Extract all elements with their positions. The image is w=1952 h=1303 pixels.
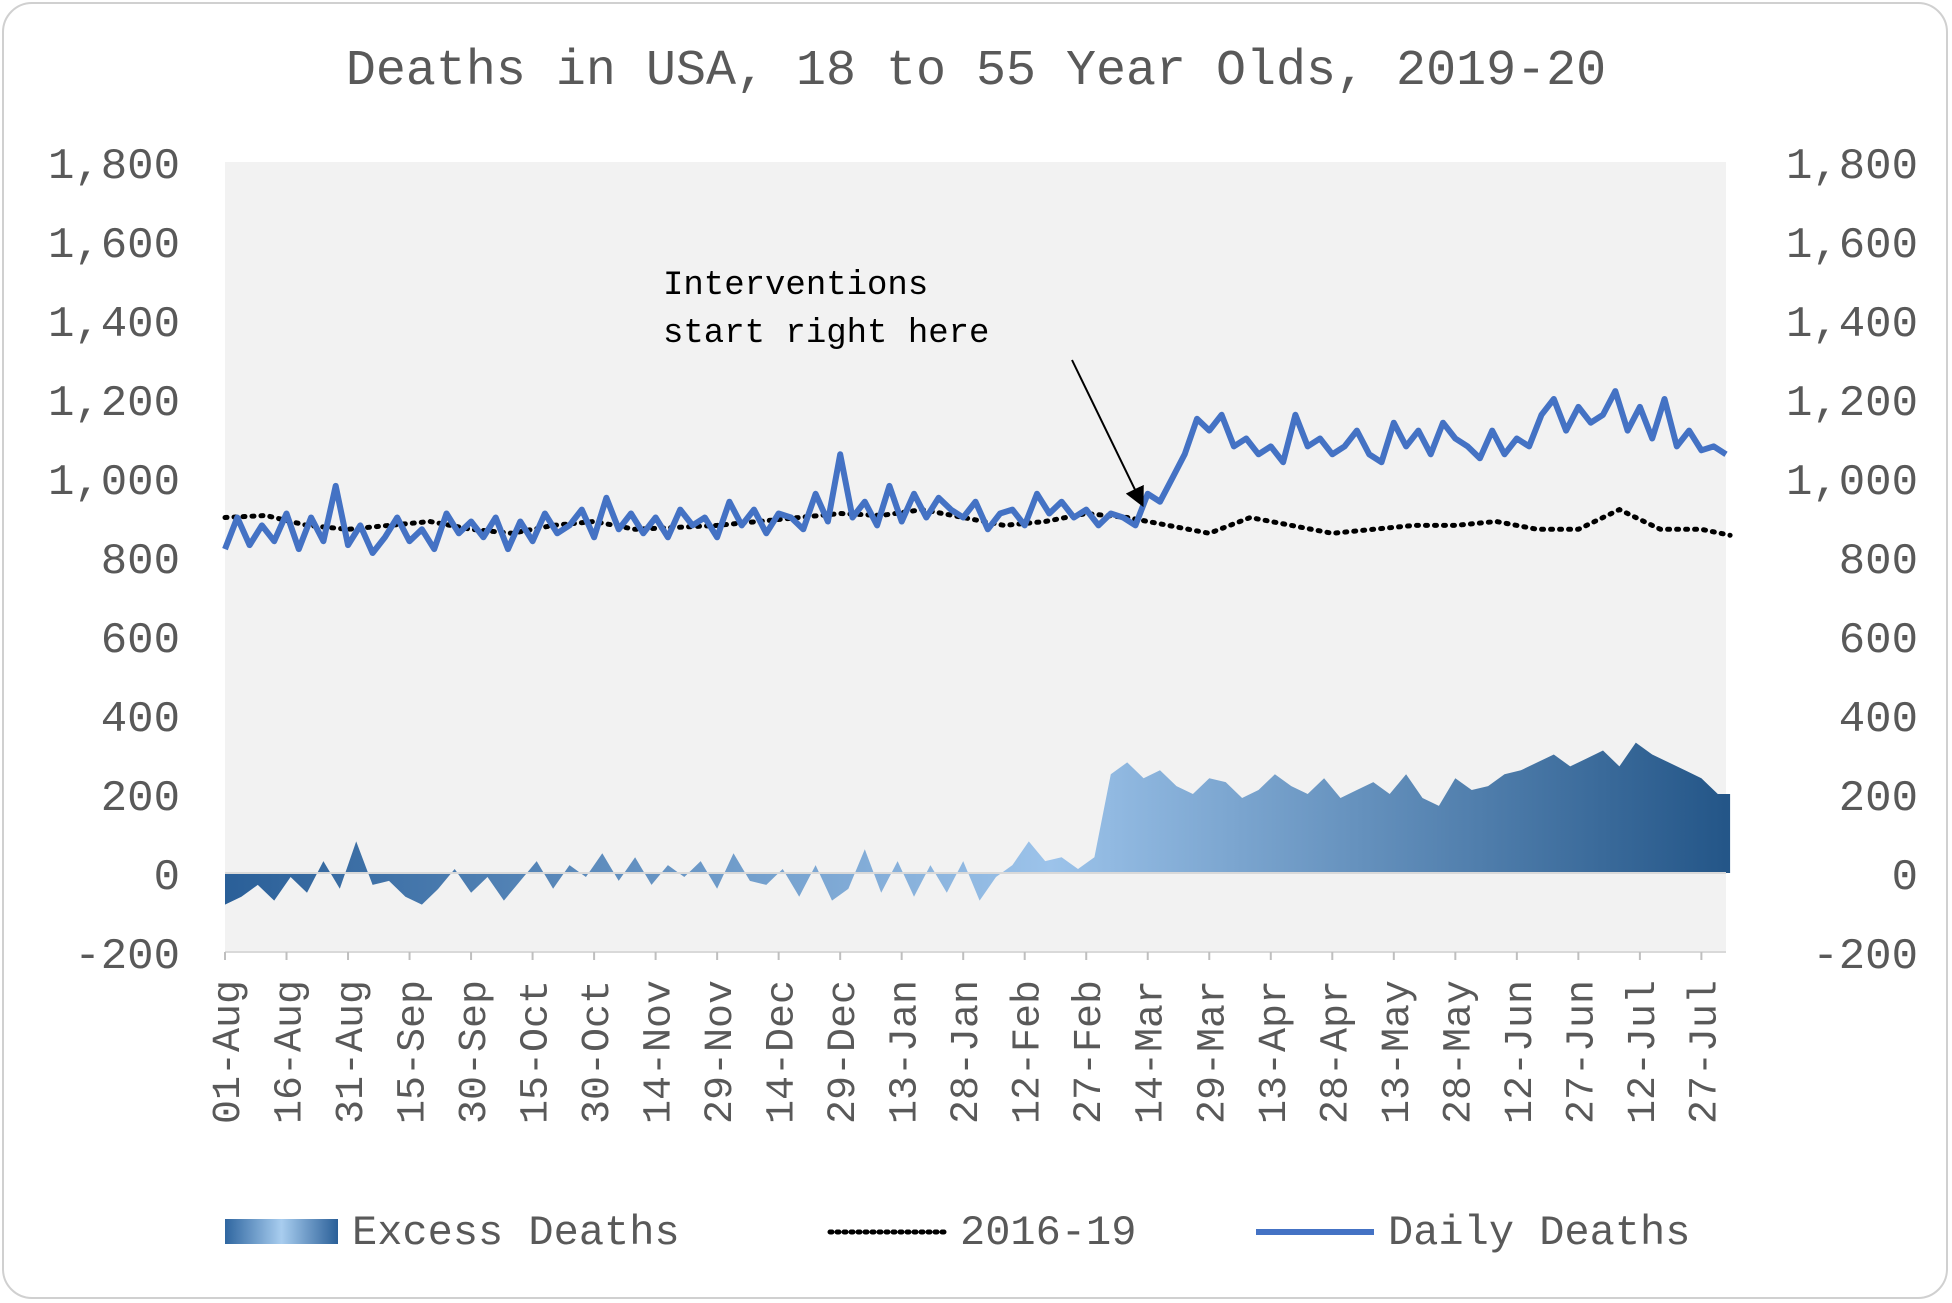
x-tick-label: 27-Feb — [1068, 980, 1113, 1124]
y-tick-left: 800 — [101, 537, 180, 587]
annotation-line-1: Interventions — [663, 267, 928, 305]
y-tick-right: 1,800 — [1786, 142, 1918, 192]
x-tick-label: 14-Mar — [1130, 980, 1175, 1124]
x-tick-label: 29-Nov — [699, 980, 744, 1124]
x-tick-label: 16-Aug — [269, 980, 314, 1124]
legend-label-2016-19: 2016-19 — [960, 1209, 1136, 1257]
y-tick-left: 200 — [101, 774, 180, 824]
legend: Excess Deaths 2016-19 Daily Deaths — [225, 1209, 1690, 1257]
x-tick-label: 29-Dec — [822, 980, 867, 1124]
x-tick-label: 30-Sep — [453, 980, 498, 1124]
y-tick-right: 1,200 — [1786, 379, 1918, 429]
legend-item-excess-deaths: Excess Deaths — [225, 1209, 680, 1257]
y-tick-right: 0 — [1892, 853, 1918, 903]
legend-label-daily-deaths: Daily Deaths — [1388, 1209, 1690, 1257]
x-tick-label: 12-Jun — [1499, 980, 1544, 1124]
x-tick-label: 12-Jul — [1622, 980, 1667, 1124]
y-tick-left: 1,600 — [48, 221, 180, 271]
y-axis-left: 1,800 1,600 1,400 1,200 1,000 800 600 400 200 0 -2… — [48, 142, 180, 982]
x-axis: 01-Aug 16-Aug 31-Aug 15-Sep 30-Sep 15-Oct 30-O… — [207, 952, 1728, 1124]
y-tick-right: 1,400 — [1786, 300, 1918, 350]
legend-swatch-excess-deaths — [225, 1219, 338, 1244]
x-tick-label: 15-Sep — [392, 980, 437, 1124]
y-tick-left: 1,400 — [48, 300, 180, 350]
x-tick-label: 13-Jan — [884, 980, 929, 1124]
x-tick-label: 30-Oct — [576, 980, 621, 1124]
annotation: Interventions start right here — [663, 267, 1144, 508]
x-tick-label: 15-Oct — [515, 980, 560, 1124]
excess-deaths-area — [225, 742, 1731, 905]
x-tick-label: 13-Apr — [1253, 980, 1298, 1124]
y-axis-right: 1,800 1,600 1,400 1,200 1,000 800 600 400 200 0 -2… — [1786, 142, 1918, 982]
y-tick-right: -200 — [1812, 932, 1918, 982]
x-tick-label: 31-Aug — [330, 980, 375, 1124]
annotation-line-2: start right here — [663, 315, 989, 353]
y-tick-left: 1,200 — [48, 379, 180, 429]
y-tick-right: 600 — [1839, 616, 1918, 666]
x-tick-label: 27-Jul — [1683, 980, 1728, 1124]
y-tick-left: 0 — [154, 853, 180, 903]
x-tick-label: 28-May — [1437, 980, 1482, 1124]
legend-item-daily-deaths: Daily Deaths — [1256, 1209, 1690, 1257]
x-tick-label: 29-Mar — [1191, 980, 1236, 1124]
chart-title: Deaths in USA, 18 to 55 Year Olds, 2019-… — [346, 43, 1606, 100]
x-tick-label: 14-Nov — [638, 980, 683, 1124]
legend-label-excess-deaths: Excess Deaths — [352, 1209, 680, 1257]
x-tick-label: 14-Dec — [761, 980, 806, 1124]
x-tick-label: 27-Jun — [1560, 980, 1605, 1124]
y-tick-left: 1,800 — [48, 142, 180, 192]
y-tick-left: -200 — [74, 932, 180, 982]
y-tick-left: 1,000 — [48, 458, 180, 508]
y-tick-right: 800 — [1839, 537, 1918, 587]
series-excess-deaths — [225, 742, 1731, 905]
line-daily-deaths — [222, 388, 1728, 556]
y-tick-right: 1,000 — [1786, 458, 1918, 508]
x-tick-label: 01-Aug — [207, 980, 252, 1124]
x-tick-label: 13-May — [1376, 980, 1421, 1124]
y-tick-right: 1,600 — [1786, 221, 1918, 271]
x-tick-label: 12-Feb — [1007, 980, 1052, 1124]
x-tick-label: 28-Jan — [945, 980, 990, 1124]
series-daily-deaths — [222, 388, 1728, 556]
y-tick-left: 400 — [101, 695, 180, 745]
x-tick-label: 28-Apr — [1314, 980, 1359, 1124]
y-tick-right: 400 — [1839, 695, 1918, 745]
legend-item-2016-19: 2016-19 — [827, 1209, 1136, 1257]
annotation-arrow — [1071, 359, 1144, 508]
y-tick-right: 200 — [1839, 774, 1918, 824]
y-tick-left: 600 — [101, 616, 180, 666]
